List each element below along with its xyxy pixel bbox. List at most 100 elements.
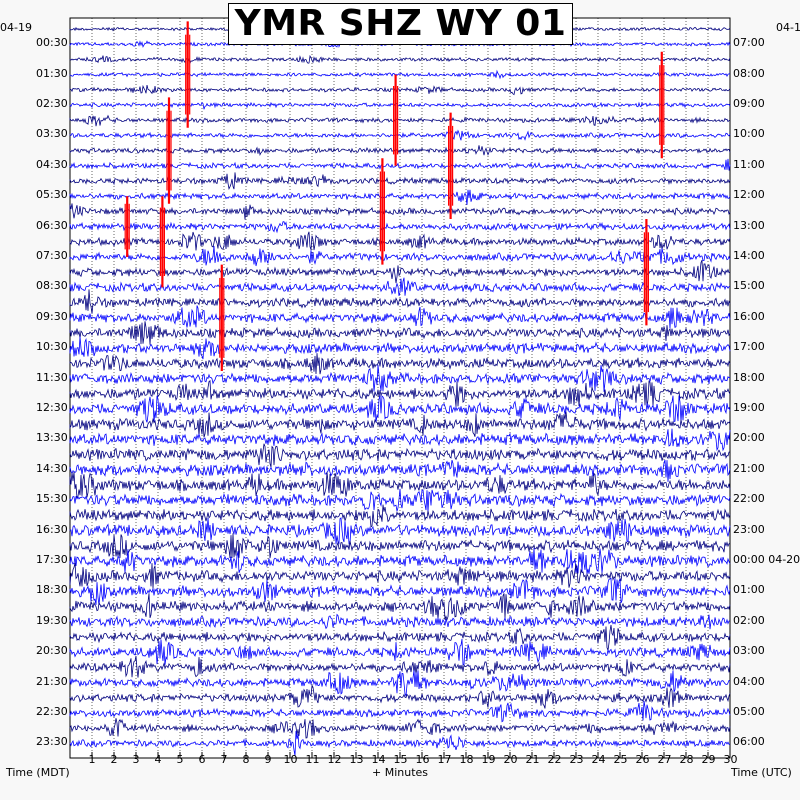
x-tick-label: 1 [88,753,96,766]
x-tick-label: 24 [591,753,606,766]
trace-line [69,364,731,392]
x-tick-label: 21 [525,753,540,766]
trace-line [69,562,731,589]
trace-line [69,471,731,500]
trace-line [69,380,731,408]
x-tick-label: 29 [701,753,716,766]
left-time-label: 01:30 [36,66,68,80]
x-tick-label: 30 [723,753,738,766]
right-time-label: 05:00 [733,705,765,718]
x-tick-label: 28 [679,753,694,766]
left-axis-title: Time (MDT) [6,766,70,779]
trace-line [69,158,731,171]
trace-line [69,459,731,482]
trace-line [69,54,731,65]
left-time-label: 07:30 [36,249,68,262]
right-time-label: 06:00 [733,735,765,749]
trace-line [69,289,731,314]
x-tick-label: 8 [242,753,250,766]
left-time-label: 21:30 [36,674,68,688]
right-time-label: 13:00 [733,218,765,232]
left-date-label: 04-19 [0,21,32,34]
left-time-label: 06:30 [36,218,68,232]
trace-line [69,353,731,375]
right-time-label: 04:00 [733,674,765,688]
x-tick-label: 20 [503,753,518,766]
left-time-label: 02:30 [36,97,68,110]
left-time-label: 08:30 [36,279,68,293]
x-tick-label: 11 [305,753,320,766]
trace-line [69,245,731,267]
trace-line [69,593,731,621]
left-time-label: 10:30 [36,340,68,354]
bottom-axis-title: + Minutes [372,766,429,779]
x-tick-label: 23 [569,753,584,766]
left-time-label: 05:30 [36,188,68,202]
right-time-label: 11:00 [733,157,765,171]
station-title: YMR SHZ WY 01 [228,3,573,45]
right-time-label: 08:00 [733,66,765,80]
right-time-label: 22:00 [733,492,765,506]
trace-line [69,655,731,678]
trace-line [69,114,731,127]
right-time-label: 10:00 [733,127,765,141]
trace-line [69,517,731,545]
left-time-label: 16:30 [36,522,68,536]
right-time-label: 00:00 04-20 [733,553,800,566]
right-time-label: 23:00 [733,522,765,536]
trace-line [69,101,731,110]
trace-line [69,172,731,190]
right-time-label: 18:00 [733,370,765,384]
right-time-label: 19:00 [733,401,765,414]
right-axis-title: Time (UTC) [731,766,792,779]
right-time-label: 07:00 [733,36,765,50]
trace-line [69,670,731,698]
right-time-label: 14:00 [733,249,765,262]
trace-line [69,533,731,559]
x-tick-label: 4 [154,753,162,766]
left-time-label: 19:30 [36,613,68,627]
left-time-label: 23:30 [36,735,68,749]
left-time-label: 22:30 [36,705,68,718]
trace-line [69,488,731,513]
trace-line [69,624,731,651]
trace-line [69,504,731,528]
right-date-label: 04-1 [776,21,800,34]
left-time-label: 15:30 [36,492,68,506]
left-time-label: 04:30 [36,157,68,171]
trace-line [69,231,731,251]
left-time-label: 20:30 [36,644,68,658]
trace-line [69,129,731,141]
trace-line [69,577,731,605]
trace-line [69,305,731,329]
left-time-label: 09:30 [36,309,68,323]
x-tick-label: 13 [349,753,364,766]
x-tick-label: 22 [547,753,562,766]
seismic-traces [69,24,731,756]
trace-line [69,321,731,345]
trace-line [69,700,731,723]
left-time-label: 03:30 [36,127,68,141]
x-tick-label: 25 [613,753,628,766]
right-time-label: 21:00 [733,461,765,475]
trace-line [69,730,731,756]
trace-line [69,203,731,220]
x-tick-label: 18 [459,753,474,766]
trace-line [69,395,731,423]
x-tick-label: 10 [283,753,298,766]
trace-line [69,428,731,452]
trace-line [69,259,731,284]
trace-line [69,69,731,80]
x-tick-label: 15 [393,753,408,766]
right-time-label: 12:00 [733,188,765,202]
left-time-label: 11:30 [36,370,68,384]
trace-line [69,189,731,205]
left-time-label: 00:30 [36,36,68,50]
left-time-label: 12:30 [36,401,68,414]
right-time-label: 16:00 [733,309,765,323]
x-tick-label: 14 [371,753,386,766]
trace-line [69,638,731,666]
x-tick-label: 5 [176,753,184,766]
x-tick-label: 16 [415,753,430,766]
